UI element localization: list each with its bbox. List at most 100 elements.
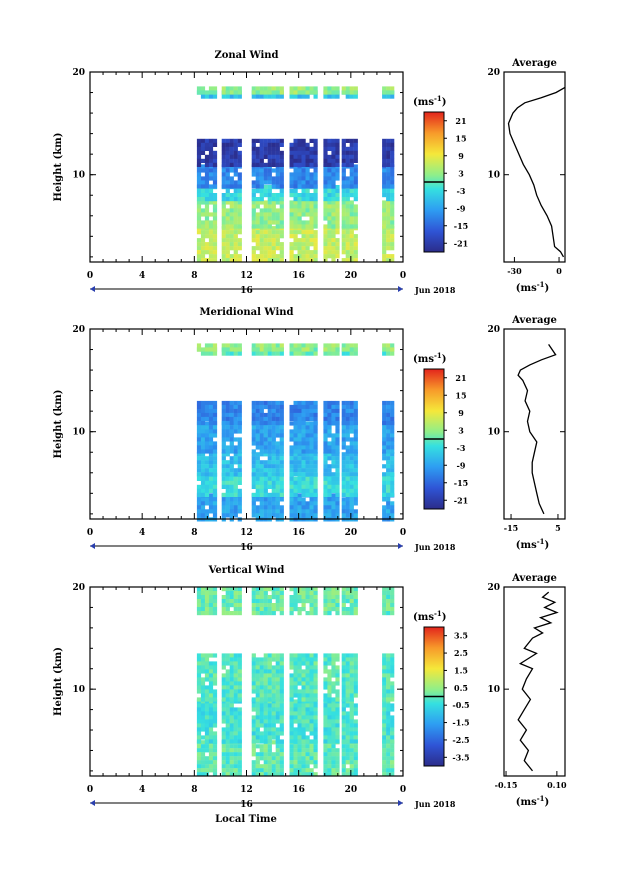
heatmap-cell-w1-b0 (229, 246, 234, 251)
heatmap-cell-w3-b1 (301, 200, 306, 205)
heatmap-cell-w3-b1 (301, 719, 306, 724)
heatmap-cell-w1-b1 (225, 707, 230, 712)
heatmap-cell-w3-b0 (289, 744, 294, 749)
heatmap-cell-w4-b0 (335, 748, 340, 753)
heatmap-cell-w3-b0 (301, 764, 306, 769)
average-x-tick-label: 5 (555, 523, 561, 533)
heatmap-cell-w1-b6 (233, 347, 238, 352)
heatmap-cell-w6-b2 (382, 193, 387, 198)
heatmap-cell-w2-b3 (267, 176, 272, 181)
heatmap-cell-w3-b4 (309, 162, 314, 167)
heatmap-cell-w6-b4 (390, 408, 395, 414)
heatmap-cell-w4-b0 (331, 234, 336, 239)
heatmap-cell-w0-b3 (196, 611, 202, 616)
heatmap-cell-w3-b2 (305, 693, 310, 698)
heatmap-cell-w4-b4 (323, 408, 328, 414)
heatmap-cell-w2-b3 (279, 599, 284, 604)
heatmap-cell-w5-b0 (353, 234, 358, 239)
heatmap-cell-w2-b1 (271, 735, 276, 740)
heatmap-cell-w6-b3 (386, 180, 391, 185)
heatmap-cell-w3-b0 (301, 497, 306, 502)
heatmap-cell-w6-b4 (382, 146, 387, 151)
heatmap-cell-w0-b3 (212, 603, 218, 608)
heatmap-cell-w1-b0 (229, 505, 234, 510)
heatmap-cell-w4-b6 (323, 90, 328, 95)
heatmap-cell-w5-b1 (349, 484, 354, 489)
heatmap-cell-w3-b1 (301, 220, 306, 225)
heatmap-cell-w2-b3 (259, 425, 264, 430)
heatmap-cell-w4-b1 (331, 208, 336, 213)
heatmap-cell-w2-b2 (259, 673, 264, 678)
heatmap-cell-w4-b1 (331, 715, 336, 720)
heatmap-cell-w1-b6 (233, 343, 238, 348)
heatmap-cell-w6-b1 (382, 703, 387, 708)
heatmap-cell-w0-b3 (204, 425, 210, 430)
heatmap-cell-w2-b1 (267, 220, 272, 225)
heatmap-cell-w3-b2 (289, 661, 294, 666)
heatmap-cell-w3-b3 (301, 172, 306, 177)
heatmap-cell-w2-b0 (279, 748, 284, 753)
heatmap-cell-w4-b1 (335, 727, 340, 732)
heatmap-cell-w2-b1 (271, 480, 276, 485)
heatmap-cell-w3-b2 (309, 665, 314, 670)
heatmap-cell-w3-b6 (313, 90, 318, 95)
heatmap-cell-w3-b0 (297, 254, 302, 259)
heatmap-cell-w3-b4 (297, 400, 302, 406)
heatmap-cell-w6-b2 (386, 460, 391, 465)
heatmap-cell-w3-b1 (289, 739, 294, 744)
heatmap-cell-w2-b1 (279, 719, 284, 724)
heatmap-cell-w4-b4 (335, 408, 340, 414)
heatmap-cell-w1-b0 (221, 513, 226, 518)
heatmap-cell-w5-b4 (341, 162, 346, 167)
heatmap-cell-w3-b3 (313, 180, 318, 185)
heatmap-cell-w0-b2 (208, 452, 214, 457)
heatmap-cell-w0-b1 (196, 204, 202, 209)
heatmap-cell-w2-b3 (279, 595, 284, 600)
heatmap-cell-w2-b2 (279, 673, 284, 678)
heatmap-cell-w0-b1 (200, 735, 206, 740)
heatmap-cell-w5-b0 (349, 250, 354, 255)
heatmap-cell-w6-b1 (386, 484, 391, 489)
heatmap-cell-w2-b1 (267, 492, 272, 497)
heatmap-cell-w3-b1 (293, 476, 298, 481)
colorbar-unit-base: (ms (413, 612, 434, 623)
heatmap-cell-w5-b1 (345, 731, 350, 736)
heatmap-cell-w3-b4 (293, 154, 298, 159)
heatmap-cell-w5-b1 (353, 723, 358, 728)
heatmap-cell-w3-b3 (313, 433, 318, 438)
heatmap-cell-w3-b2 (289, 189, 294, 194)
heatmap-cell-w0-b1 (204, 216, 210, 221)
heatmap-cell-w0-b2 (208, 673, 214, 678)
heatmap-cell-w1-b1 (237, 719, 242, 724)
heatmap-cell-w1-b1 (233, 711, 238, 716)
heatmap-cell-w6-b4 (390, 412, 395, 418)
colorbar-tick-label: 3 (458, 168, 464, 178)
heatmap-cell-w6-b3 (386, 591, 391, 596)
heatmap-cell-w3-b1 (297, 739, 302, 744)
heatmap-cell-w6-b0 (382, 238, 387, 243)
heatmap-cell-w5-b0 (345, 505, 350, 510)
heatmap-cell-w1-b3 (237, 591, 242, 596)
heatmap-cell-w1-b2 (221, 464, 226, 469)
heatmap-cell-w2-b4 (259, 146, 264, 151)
heatmap-cell-w4-b0 (335, 254, 340, 259)
heatmap-cell-w0-b6 (208, 343, 214, 348)
heatmap-cell-w2-b1 (259, 703, 264, 708)
heatmap-cell-w2-b4 (267, 142, 272, 147)
heatmap-cell-w5-b1 (341, 480, 346, 485)
heatmap-cell-w3-b2 (301, 689, 306, 694)
heatmap-cell-w2-b1 (259, 480, 264, 485)
heatmap-cell-w0-b0 (200, 744, 206, 749)
heatmap-cell-w0-b0 (204, 246, 210, 251)
heatmap-cell-w0-b3 (212, 176, 218, 181)
heatmap-cell-w2-b2 (267, 657, 272, 662)
heatmap-cell-w4-b2 (331, 673, 336, 678)
heatmap-cell-w3-b2 (309, 653, 314, 658)
heatmap-cell-w2-b2 (271, 653, 276, 658)
colorbar-tick-label: -3.5 (452, 752, 469, 762)
heatmap-cell-w2-b2 (267, 193, 272, 198)
heatmap-cell-w5-b0 (353, 768, 358, 773)
heatmap-cell-w2-b1 (251, 208, 256, 213)
heatmap-cell-w6-b1 (390, 727, 395, 732)
heatmap-cell-w6-b3 (386, 587, 391, 592)
